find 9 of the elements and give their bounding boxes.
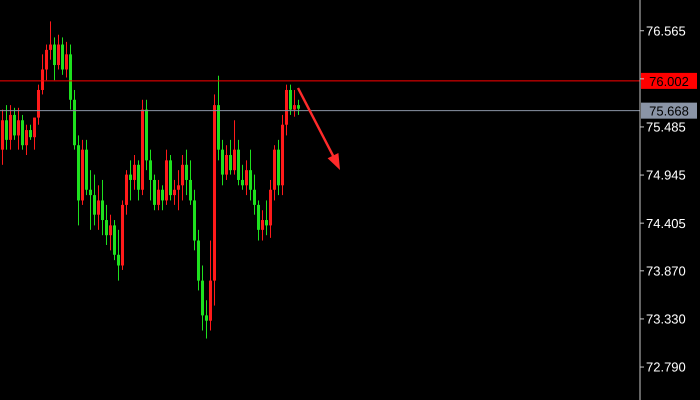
y-tick-label: 74.405 — [646, 216, 686, 231]
y-tick-label: 73.870 — [646, 263, 686, 278]
y-tick-label: 73.330 — [646, 312, 686, 327]
ref-line-label: 76.002 — [649, 74, 689, 89]
y-tick-label: 74.945 — [646, 168, 686, 183]
y-tick-label: 76.565 — [646, 23, 686, 38]
y-tick-label: 72.790 — [646, 360, 686, 375]
y-tick-label: 75.485 — [646, 120, 686, 135]
ref-line-label: 75.668 — [649, 104, 689, 119]
